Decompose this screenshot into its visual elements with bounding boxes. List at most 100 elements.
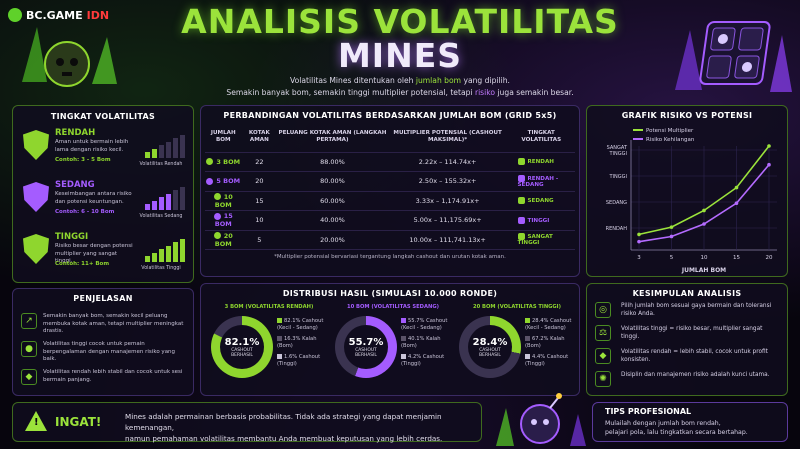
tingkat-desc: Aman untuk bermain lebih lama dengan ris… — [55, 139, 129, 153]
penjelasan-text: Volatilitas rendah lebih stabil dan coco… — [43, 369, 183, 383]
sim-block: 20 BOM (VOLATILITAS TINGGI) 28.4% CASHOUT … — [457, 302, 577, 394]
shield-icon: ◆ — [595, 348, 611, 364]
tingkat-cell: RENDAH - SEDANG — [517, 175, 559, 188]
sim-legend-item: 67.2% Kalah (Bom) — [525, 336, 565, 349]
sim-legend-item: 40.1% Kalah (Bom) — [401, 336, 441, 349]
data-point — [734, 185, 739, 190]
legend-label: Risiko Kehilangan — [646, 137, 695, 143]
multiplier-cell: 2.22x – 114.74x+ — [387, 152, 508, 172]
data-point — [669, 225, 674, 229]
tips-panel: TIPS PROFESIONAL Mulailah dengan jumlah … — [592, 402, 788, 442]
bar-label: Volatilitas Sedang — [139, 214, 183, 219]
multiplier-cell: 3.33x – 1,174.91x+ — [387, 191, 508, 211]
penjelasan-item: ◆ Volatilitas rendah lebih stabil dan coc… — [21, 367, 189, 393]
x-tick-label: 3 — [637, 255, 641, 261]
tingkat-cell: SEDANG — [527, 198, 554, 205]
x-tick-label: 10 — [701, 255, 708, 261]
shield-icon — [517, 233, 525, 241]
distribusi-title: DISTRIBUSI HASIL (SIMULASI 10.000 RONDE) — [282, 289, 498, 298]
table-row: 5 BOM 20 80.00% 2.50x – 155.32x+ RENDAH - SE… — [205, 171, 575, 192]
tingkat-cell: TINGGI — [527, 217, 550, 224]
data-point — [702, 208, 706, 213]
shield-icon — [23, 234, 49, 264]
tingkat-cell: RENDAH — [527, 159, 554, 166]
brand-suffix: IDN — [86, 8, 110, 22]
donut-sub: CASHOUT BERHASIL — [231, 347, 253, 358]
tips-text: Mulailah dengan jumlah bom rendah, pelaja… — [605, 420, 748, 436]
sim-label: 3 BOM (VOLATILITAS RENDAH) — [224, 304, 314, 310]
multiplier-cell: 10.00x – 111,741.13x+ — [387, 230, 508, 250]
data-point — [767, 144, 771, 148]
y-tick-label: SANGAT — [607, 145, 628, 151]
kesimpulan-text: Pilih jumlah bom sesuai gaya bermain dan… — [621, 303, 772, 317]
bom-cell: 20 BOM — [214, 231, 233, 248]
sim-legend-item: 82.1% Cashout (Kecil - Sedang) — [277, 318, 324, 331]
data-point — [637, 239, 641, 244]
table-header-cell: KOTAK AMAN — [241, 122, 278, 153]
bar-label: Volatilitas Tinggi — [141, 266, 181, 271]
intro-text: Volatilitas Mines ditentukan oleh jumlah… — [226, 76, 574, 97]
skull-mine-illustration — [22, 27, 117, 87]
multiplier-cell: 5.00x – 11,175.69x+ — [387, 210, 508, 231]
tingkat-name: SEDANG — [55, 180, 95, 190]
kesimpulan-item: ◎ Pilih jumlah bom sesuai gaya bermain da… — [595, 300, 785, 322]
shield-icon — [517, 197, 525, 205]
kesimpulan-item: ⚖ Volatilitas tinggi = risiko besar, mult… — [595, 323, 785, 345]
volatility-level-bars — [145, 238, 185, 262]
data-point — [669, 234, 674, 239]
tingkat-example: Contoh: 11+ Bom — [55, 261, 110, 267]
x-tick-label: 15 — [733, 255, 740, 261]
kesimpulan-item: ◆ Volatilitas rendah = lebih stabil, coco… — [595, 346, 785, 368]
peluang-cell: 20.00% — [277, 230, 388, 250]
aman-cell: 5 — [241, 230, 278, 250]
donut-sub: CASHOUT BERHASIL — [479, 347, 501, 358]
bomb-illustration — [496, 393, 586, 446]
result-donut: 28.4% CASHOUT BERHASIL — [459, 316, 521, 378]
sim-block: 10 BOM (VOLATILITAS SEDANG) 55.7% CASHOUT … — [333, 302, 453, 394]
tingkat-title: TINGKAT VOLATILITAS — [50, 112, 156, 121]
brain-icon: ✺ — [595, 371, 611, 387]
sim-legend-item: 4.2% Cashout (Tinggi) — [401, 354, 445, 367]
donut-pct: 82.1% — [224, 336, 260, 348]
kesimpulan-title: KESIMPULAN ANALISIS — [632, 289, 742, 298]
perbandingan-panel: PERBANDINGAN VOLATILITAS BERDASARKAN JUM… — [200, 105, 580, 277]
distribusi-sims: 3 BOM (VOLATILITAS RENDAH) 82.1% CASHOUT B… — [201, 302, 581, 394]
kesimpulan-text: Disiplin dan manajemen risiko adalah kun… — [621, 372, 770, 378]
grafik-title: GRAFIK RISIKO VS POTENSI — [621, 111, 753, 120]
perbandingan-note: *Multiplier potensial bervariasi tergant… — [274, 254, 506, 260]
perbandingan-table: JUMLAH BOM KOTAK AMAN PELUANG KOTAK AMAN (… — [205, 122, 575, 250]
sim-label: 20 BOM (VOLATILITAS TINGGI) — [472, 304, 561, 310]
x-axis-label: JUMLAH BOM — [681, 267, 726, 274]
penjelasan-item: ● Volatilitas tinggi cocok untuk pemain b… — [21, 339, 189, 365]
table-header-cell: PELUANG KOTAK AMAN (LANGKAH PERTAMA) — [277, 122, 388, 153]
bom-cell: 10 BOM — [214, 192, 233, 209]
risk-potential-chart: Potensi Multiplier Risiko Kehilangan RENDA… — [606, 128, 777, 274]
volatility-level-bars — [145, 134, 185, 158]
sim-legend-item: 55.7% Cashout (Kecil - Sedang) — [401, 318, 448, 331]
data-point — [637, 232, 641, 237]
bom-cell: 3 BOM — [216, 157, 241, 166]
kesimpulan-item: ✺ Disiplin dan manajemen risiko adalah ku… — [595, 369, 785, 391]
title-line1: ANALISIS VOLATILITAS — [181, 2, 619, 41]
y-tick-label: TINGGI — [609, 174, 628, 180]
aman-cell: 22 — [241, 152, 278, 172]
user-icon: ● — [21, 341, 37, 357]
shield-icon — [517, 174, 525, 182]
peluang-cell: 60.00% — [277, 191, 388, 211]
shield-icon — [23, 182, 49, 212]
tingkat-example: Contoh: 3 - 5 Bom — [55, 157, 111, 163]
donut-pct: 55.7% — [348, 336, 384, 348]
table-row: 3 BOM 22 88.00% 2.22x – 114.74x+ RENDAH — [205, 152, 575, 172]
bc-game-logo-icon — [8, 8, 22, 22]
shield-icon: ◆ — [21, 369, 37, 385]
x-tick-label: 5 — [670, 255, 674, 261]
peluang-cell: 88.00% — [277, 152, 388, 172]
x-tick-label: 20 — [766, 255, 773, 261]
tingkat-cell: SANGAT TINGGI — [517, 234, 553, 247]
perbandingan-title: PERBANDINGAN VOLATILITAS BERDASARKAN JUM… — [223, 111, 557, 120]
aman-cell: 10 — [241, 210, 278, 231]
tingkat-volatilitas-panel: TINGKAT VOLATILITAS RENDAH Aman untuk ber… — [12, 105, 194, 283]
table-row: 15 BOM 10 40.00% 5.00x – 11,175.69x+ TINGGI — [205, 210, 575, 231]
donut-sub: CASHOUT BERHASIL — [355, 347, 377, 358]
penjelasan-title: PENJELASAN — [73, 294, 133, 303]
